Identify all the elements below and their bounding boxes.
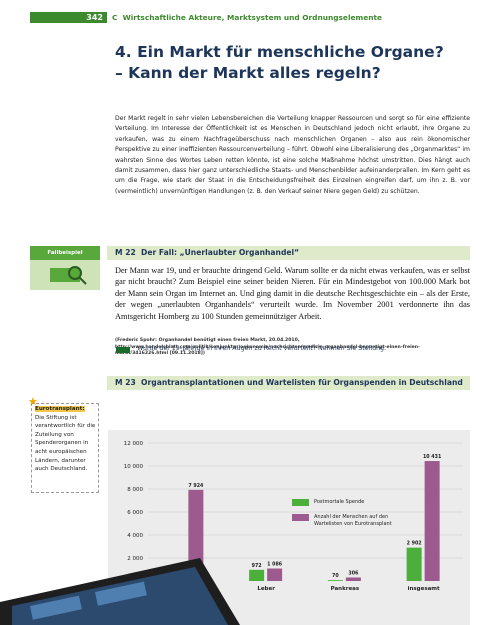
tablet [0,540,260,625]
page: 342 C Wirtschaftliche Akteure, Marktsyst… [0,0,477,625]
task-marker [116,347,130,353]
legend-swatch [292,499,309,506]
value-label: 7 924 [188,483,204,489]
y-tick-label: 4 000 [127,533,143,539]
legend-label: Postmortale Spende [314,499,364,505]
y-tick-label: 8 000 [127,487,143,493]
x-tick-label: Pankreas [331,586,360,592]
legend-entry: Anzahl der Menschen auf den Wartelisten … [292,514,412,528]
bar [425,461,440,581]
bar [346,577,361,581]
sidebar-text: Die Stiftung ist verantwortlich für die … [35,415,95,473]
value-label: 2 902 [407,541,422,547]
value-label: 306 [348,570,359,576]
value-label: 1 086 [267,562,283,568]
legend-label: Anzahl der Menschen auf den Wartelisten … [314,514,392,527]
legend-swatch [292,514,309,521]
badge-text: Fallbeispiel [30,246,100,260]
value-label: 10 431 [423,454,441,460]
m23-heading: M 23 Organtransplantationen und Wartelis… [115,378,463,387]
bar [267,569,282,581]
bar [407,548,422,581]
legend: Postmortale Spende Anzahl der Menschen au… [292,499,412,536]
sidebar: Eurotransplant: Die Stiftung ist verantwo… [35,405,97,474]
task: Wurde der 19-Jährige in Ihren Augen zu R… [137,345,386,352]
title: 4. Ein Markt für menschliche Organe? – K… [115,42,445,84]
m22-heading: M 22 Der Fall: „Unerlaubter Organhandel“ [115,248,299,257]
y-tick-label: 12 000 [124,441,144,447]
chapter: C Wirtschaftliche Akteure, Marktsystem u… [112,12,382,23]
m22-body: Der Mann war 19, und er brauchte dringen… [115,265,470,322]
x-tick-label: insgesamt [408,586,440,592]
badge-icon [30,260,100,290]
y-tick-label: 6 000 [127,510,143,516]
value-label: 70 [332,573,339,579]
sidebar-term: Eurotransplant: [35,406,85,412]
page-number: 342 [30,12,103,23]
intro: Der Markt regelt in sehr vielen Lebensbe… [115,114,470,197]
y-tick-label: 10 000 [124,464,144,470]
bar [328,580,343,581]
legend-entry: Postmortale Spende [292,499,412,506]
